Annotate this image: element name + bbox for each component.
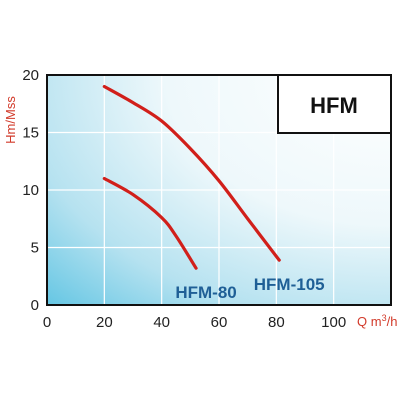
y-axis-label: Hm/Mss — [3, 96, 18, 144]
x-tick-label: 0 — [43, 314, 51, 331]
series-group: HFM-80 HFM-105 — [102, 84, 325, 302]
y-tick-label: 20 — [22, 67, 39, 84]
title-box: HFM — [277, 74, 392, 134]
x-tick-label: 100 — [321, 314, 346, 331]
x-tick-label: 80 — [268, 314, 285, 331]
y-tick-label: 10 — [22, 182, 39, 199]
chart-title: HFM — [310, 93, 358, 118]
series-curve-hfm-80 — [102, 176, 198, 270]
x-tick-label: 40 — [153, 314, 170, 331]
x-tick-labels: 0 20 40 60 80 100 — [43, 314, 346, 331]
y-tick-label: 0 — [31, 297, 39, 314]
plot-frame — [46, 74, 392, 306]
series-curve-hfm-105 — [102, 84, 281, 262]
y-tick-label: 15 — [22, 125, 39, 142]
grid-lines — [47, 75, 391, 305]
title-box-frame — [277, 74, 392, 134]
series-label-hfm-105: HFM-105 — [254, 275, 325, 294]
x-tick-label: 20 — [96, 314, 113, 331]
x-axis-label: Q m3/h — [357, 313, 397, 329]
series-label-hfm-80: HFM-80 — [175, 283, 236, 302]
x-tick-label: 60 — [211, 314, 228, 331]
y-tick-labels: 0 5 10 15 20 — [22, 67, 39, 314]
y-tick-label: 5 — [31, 240, 39, 257]
